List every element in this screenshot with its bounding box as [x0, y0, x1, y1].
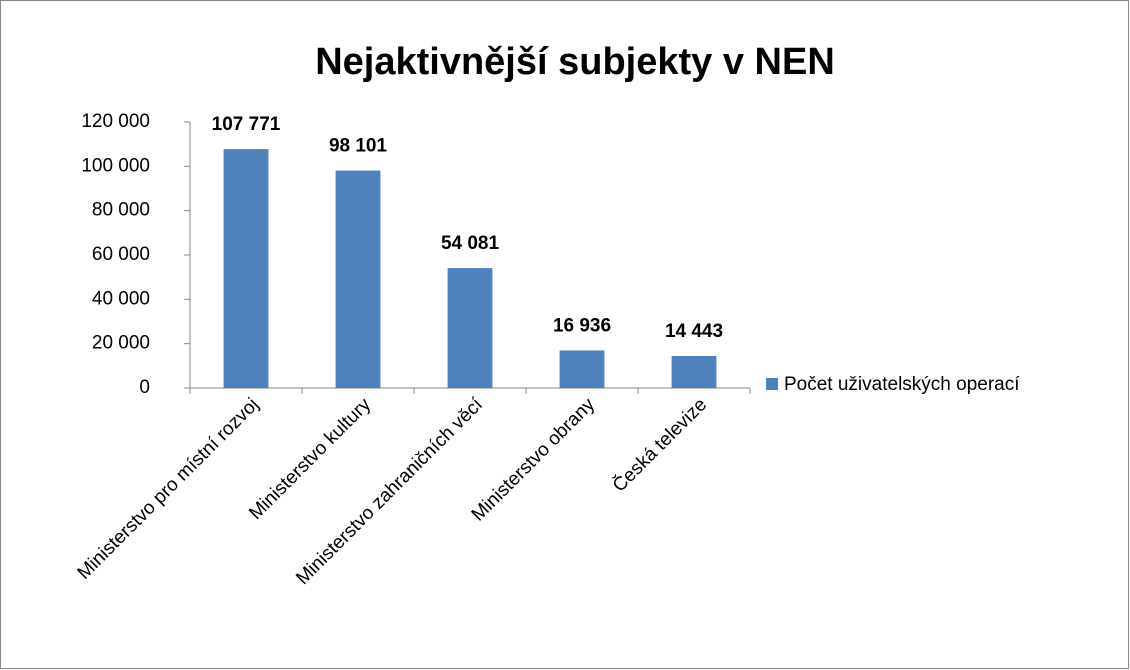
data-label: 107 771: [212, 114, 281, 135]
data-label: 14 443: [665, 321, 723, 342]
y-tick-label: 40 000: [92, 288, 150, 309]
y-tick-label: 0: [139, 377, 150, 398]
y-tick-label: 100 000: [81, 155, 150, 176]
bar: [223, 149, 269, 388]
bar: [335, 170, 381, 388]
bar: [559, 350, 605, 388]
legend-swatch: [766, 378, 778, 390]
y-tick-label: 60 000: [92, 244, 150, 265]
data-label: 54 081: [441, 233, 500, 254]
data-label: 16 936: [553, 315, 611, 336]
chart-title: Nejaktivnější subjekty v NEN: [315, 41, 835, 83]
y-tick-label: 80 000: [92, 200, 150, 221]
bar: [671, 355, 717, 388]
y-tick-label: 20 000: [92, 333, 150, 354]
y-tick-label: 120 000: [81, 111, 150, 132]
data-label: 98 101: [329, 136, 388, 157]
legend-label: Počet uživatelských operací: [784, 374, 1020, 395]
bar: [447, 268, 493, 388]
